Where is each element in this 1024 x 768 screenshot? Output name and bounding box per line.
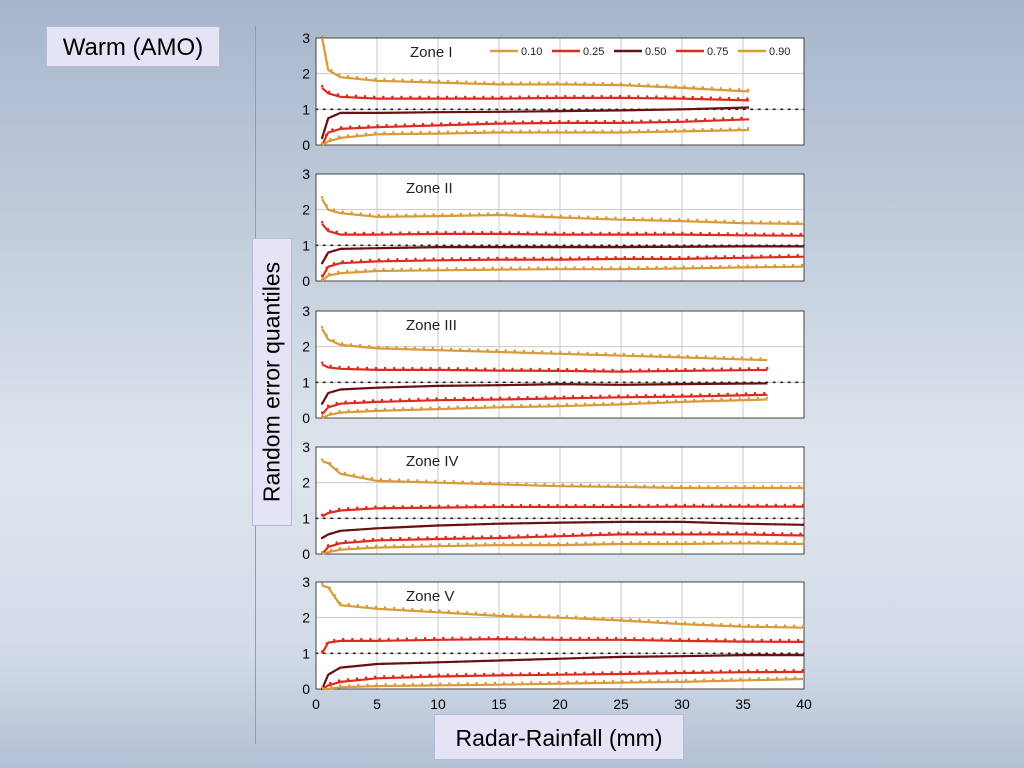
y-tick-label: 0 (302, 681, 310, 697)
series-0.25-line (321, 670, 805, 690)
series-0.10-line (321, 128, 750, 146)
x-axis-label: Radar-Rainfall (mm) (434, 714, 684, 760)
series-0.25-line (321, 533, 805, 555)
y-tick-label: 1 (302, 237, 310, 253)
series-0.10-line (321, 542, 805, 556)
series-0.25-line (321, 255, 805, 278)
series-0.25-dots (320, 668, 806, 689)
series-0.75-line (321, 223, 805, 237)
x-tick-label: 0 (312, 696, 320, 712)
legend-label-0.50: 0.50 (645, 46, 666, 58)
series-0.75-line (321, 505, 804, 518)
zone-title: Zone II (406, 180, 453, 197)
y-tick-label: 3 (302, 30, 310, 46)
y-tick-label: 0 (302, 137, 310, 153)
series-0.75-dots (320, 220, 806, 236)
series-0.10-line (321, 265, 805, 282)
y-tick-label: 3 (302, 439, 310, 455)
series-0.90-line (321, 460, 804, 490)
legend-label-0.75: 0.75 (707, 46, 728, 58)
x-tick-label: 30 (674, 696, 690, 712)
series-0.50-line (321, 245, 804, 264)
slide-title: Warm (AMO) (46, 26, 220, 67)
y-tick-label: 2 (302, 66, 310, 82)
legend: 0.10 0.25 0.50 0.75 0.90 (490, 46, 790, 58)
series-0.25-line (321, 393, 768, 416)
series-0.50-line (321, 520, 805, 539)
zone-title: Zone IV (406, 453, 459, 470)
plot-frame (315, 173, 805, 282)
x-tick-label: 40 (796, 696, 812, 712)
y-axis-label-box: Random error quantiles (252, 238, 292, 526)
legend-label-0.90: 0.90 (769, 46, 790, 58)
series-0.10-line (321, 398, 768, 419)
y-tick-label: 2 (302, 339, 310, 355)
series-0.50-line (321, 106, 750, 139)
y-tick-label: 1 (302, 374, 310, 390)
y-tick-label: 2 (302, 202, 310, 218)
panel-1: 0 1 2 3 Zone I 0.10 0.25 0.50 0.75 0.90 (302, 30, 805, 153)
x-tick-label: 25 (613, 696, 629, 712)
y-tick-label: 0 (302, 546, 310, 562)
series-0.25-dots (320, 116, 751, 145)
x-tick-label: 20 (552, 696, 568, 712)
y-tick-label: 1 (302, 510, 310, 526)
y-tick-label: 3 (302, 303, 310, 319)
legend-label-0.10: 0.10 (521, 46, 542, 58)
y-tick-label: 3 (302, 574, 310, 590)
panel-4: 0 1 2 3 Zone IV (302, 439, 806, 562)
panel-3: 0 1 2 3 Zone III (302, 303, 805, 426)
series-0.90-line (321, 328, 768, 362)
series-0.10-line (322, 677, 805, 691)
plot-frame (315, 310, 805, 419)
series-0.50-line (321, 653, 804, 690)
series-0.25-line (321, 118, 750, 146)
plot-frame (315, 37, 805, 146)
series-0.90-dots (320, 325, 769, 360)
y-tick-label: 0 (302, 273, 310, 289)
x-tick-label: 35 (735, 696, 751, 712)
series-0.75-dots (320, 636, 806, 653)
zone-title: Zone V (406, 588, 454, 605)
y-tick-label: 2 (302, 610, 310, 626)
series-0.90-line (321, 584, 805, 629)
zone-title: Zone III (406, 317, 457, 334)
y-tick-label: 2 (302, 475, 310, 491)
series-0.90-line (321, 198, 805, 225)
series-0.90-line (321, 37, 750, 93)
series-0.90-dots (320, 582, 806, 628)
series-0.50-line (321, 382, 768, 405)
x-tick-label: 15 (491, 696, 507, 712)
plot-frame (315, 581, 805, 690)
series-0.75-dots (320, 503, 806, 516)
zone-title: Zone I (410, 44, 453, 61)
series-0.10-dots (320, 263, 806, 281)
y-tick-label: 1 (302, 101, 310, 117)
series-0.75-line (321, 637, 805, 654)
y-tick-label: 1 (302, 645, 310, 661)
x-tick-label: 10 (430, 696, 446, 712)
x-tick-label: 5 (373, 696, 381, 712)
series-0.75-line (321, 87, 750, 102)
series-0.90-dots (320, 458, 806, 488)
series-0.25-dots (320, 531, 806, 554)
plot-frame (315, 446, 805, 555)
series-0.75-line (321, 363, 768, 373)
panel-2: 0 1 2 3 Zone II (302, 166, 806, 289)
legend-label-0.25: 0.25 (583, 46, 604, 58)
y-tick-label: 3 (302, 166, 310, 182)
y-tick-label: 0 (302, 410, 310, 426)
